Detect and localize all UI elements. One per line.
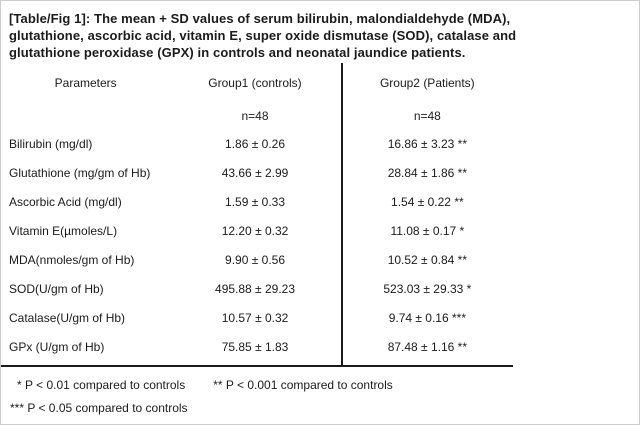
footnote-p0001: ** P < 0.001 compared to controls bbox=[213, 378, 393, 392]
table-title: [Table/Fig 1]: The mean + SD values of s… bbox=[9, 10, 516, 61]
data-table: Parameters Group1 (controls) Group2 (Pat… bbox=[1, 63, 513, 367]
significance-footnotes: * P < 0.01 compared to controls ** P < 0… bbox=[1, 378, 639, 415]
table-row: GPx (U/gm of Hb) 75.85 ± 1.83 87.48 ± 1.… bbox=[1, 332, 513, 361]
table-row: Ascorbic Acid (mg/dl) 1.59 ± 0.33 1.54 ±… bbox=[1, 187, 513, 216]
column-header-parameters: Parameters bbox=[54, 76, 117, 90]
column-header-group1: Group1 (controls) bbox=[208, 76, 302, 90]
group2-value-cell: 523.03 ± 29.33 * bbox=[383, 281, 472, 296]
group1-value-cell: 43.66 ± 2.99 bbox=[221, 165, 289, 180]
footnote-line-2: *** P < 0.05 compared to controls bbox=[1, 401, 639, 415]
table-row: Bilirubin (mg/dl) 1.86 ± 0.26 16.86 ± 3.… bbox=[1, 129, 513, 158]
group1-value-cell: 10.57 ± 0.32 bbox=[221, 310, 289, 325]
table-header-row: Parameters Group1 (controls) Group2 (Pat… bbox=[1, 63, 513, 103]
table-row: SOD(U/gm of Hb) 495.88 ± 29.23 523.03 ± … bbox=[1, 274, 513, 303]
group2-value-cell: 1.54 ± 0.22 ** bbox=[391, 194, 464, 209]
group1-value-cell: 1.59 ± 0.33 bbox=[225, 194, 285, 209]
group2-sample-size: n=48 bbox=[413, 109, 441, 123]
column-header-group2: Group2 (Patients) bbox=[379, 76, 475, 90]
group2-value-cell: 11.08 ± 0.17 * bbox=[390, 223, 465, 238]
group2-value-cell: 16.86 ± 3.23 ** bbox=[387, 136, 467, 151]
parameter-cell: Bilirubin (mg/dl) bbox=[9, 136, 93, 151]
group1-sample-size: n=48 bbox=[241, 109, 269, 123]
parameter-cell: GPx (U/gm of Hb) bbox=[9, 339, 105, 354]
footnote-line-1: * P < 0.01 compared to controls ** P < 0… bbox=[1, 378, 639, 392]
parameter-cell: Vitamin E(µmoles/L) bbox=[9, 223, 118, 238]
group2-value-cell: 10.52 ± 0.84 ** bbox=[387, 252, 467, 267]
parameter-cell: Glutathione (mg/gm of Hb) bbox=[9, 165, 151, 180]
parameter-cell: Catalase(U/gm of Hb) bbox=[9, 310, 126, 325]
table-title-line-2: glutathione, ascorbic acid, vitamin E, s… bbox=[9, 28, 517, 43]
table-row: Glutathione (mg/gm of Hb) 43.66 ± 2.99 2… bbox=[1, 158, 513, 187]
parameter-cell: MDA(nmoles/gm of Hb) bbox=[9, 252, 135, 267]
footnote-p001: * P < 0.01 compared to controls bbox=[17, 378, 186, 392]
group2-value-cell: 9.74 ± 0.16 *** bbox=[388, 310, 466, 325]
table-subheader-row: n=48 n=48 bbox=[1, 103, 513, 129]
table-row: MDA(nmoles/gm of Hb) 9.90 ± 0.56 10.52 ±… bbox=[1, 245, 513, 274]
group2-value-cell: 87.48 ± 1.16 ** bbox=[387, 339, 467, 354]
parameter-cell: SOD(U/gm of Hb) bbox=[9, 281, 104, 296]
group2-value-cell: 28.84 ± 1.86 ** bbox=[387, 165, 467, 180]
parameter-cell: Ascorbic Acid (mg/dl) bbox=[9, 194, 122, 209]
table-row: Vitamin E(µmoles/L) 12.20 ± 0.32 11.08 ±… bbox=[1, 216, 513, 245]
group1-value-cell: 1.86 ± 0.26 bbox=[225, 136, 285, 151]
table-row: Catalase(U/gm of Hb) 10.57 ± 0.32 9.74 ±… bbox=[1, 303, 513, 332]
group1-value-cell: 9.90 ± 0.56 bbox=[225, 252, 285, 267]
footnote-p005: *** P < 0.05 compared to controls bbox=[10, 401, 188, 415]
group1-value-cell: 12.20 ± 0.32 bbox=[221, 223, 289, 238]
table-title-line-3: glutathione peroxidase (GPX) in controls… bbox=[9, 45, 466, 60]
group1-value-cell: 495.88 ± 29.23 bbox=[215, 281, 296, 296]
group1-value-cell: 75.85 ± 1.83 bbox=[221, 339, 289, 354]
table-title-line-1: [Table/Fig 1]: The mean + SD values of s… bbox=[9, 11, 511, 26]
column-divider-rule bbox=[341, 63, 343, 365]
